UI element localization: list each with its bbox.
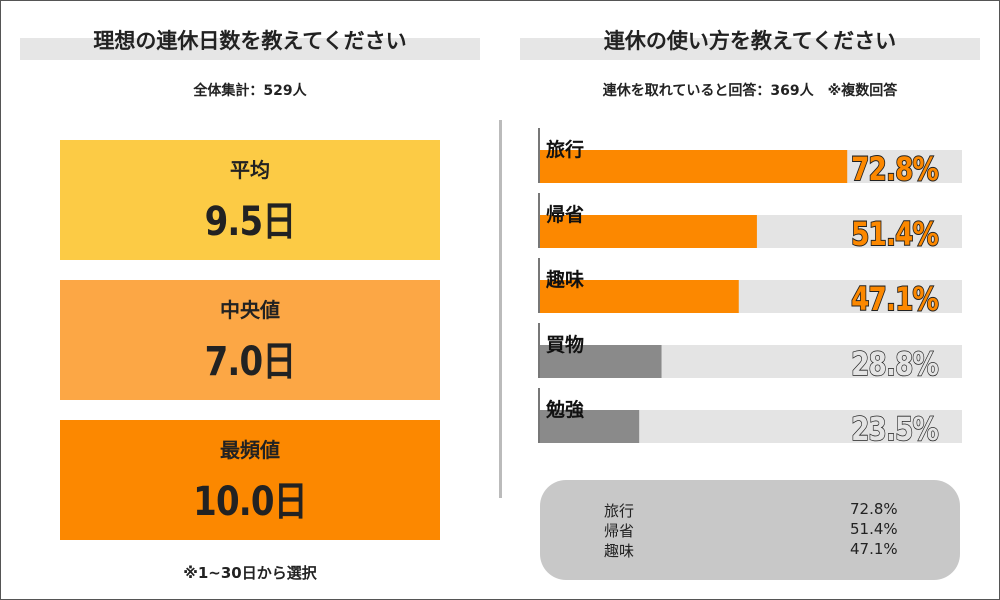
stat-value-mean: 9.5日 — [204, 199, 297, 245]
stat-box-median: 中央値 7.0日 — [60, 280, 440, 400]
bar-category-label-2: 趣味 — [545, 268, 584, 291]
bar-value-label-1: 51.4% — [851, 215, 938, 252]
bar-value-label-3: 28.8% — [851, 345, 938, 382]
bar-axis-tick-3 — [538, 323, 540, 378]
bar-1 — [540, 215, 757, 248]
bar-axis-tick-1 — [538, 193, 540, 248]
stat-value-median: 7.0日 — [204, 339, 297, 385]
right-panel-subtitle: 連休を取れていると回答：369人 ※複数回答 — [602, 83, 898, 99]
bar-value-label-0: 72.8% — [851, 150, 938, 187]
stat-label-median: 中央値 — [220, 298, 280, 322]
stat-box-mean: 平均 9.5日 — [60, 140, 440, 260]
bar-category-label-3: 買物 — [546, 333, 584, 356]
panel-divider — [499, 120, 502, 498]
legend-value-travel: 72.8% — [850, 500, 898, 518]
left-panel-total: 全体集計：529人 — [193, 83, 307, 99]
summary-legend-box: 旅行 72.8% 帰省 51.4% 趣味 47.1% — [540, 480, 960, 580]
stat-label-mode: 最頻値 — [220, 438, 280, 462]
left-panel-title-bar: 理想の連休日数を教えてください — [20, 30, 480, 60]
bar-category-label-4: 勉強 — [545, 398, 584, 421]
stat-label-mean: 平均 — [230, 158, 270, 182]
bar-value-label-2: 47.1% — [851, 280, 938, 317]
right-panel-title-bar: 連休の使い方を教えてください — [520, 30, 980, 60]
bar-4 — [540, 410, 640, 443]
bar-value-label-4: 23.5% — [851, 410, 938, 447]
bar-3 — [540, 345, 662, 378]
bar-category-label-0: 旅行 — [546, 138, 584, 161]
bar-axis-tick-0 — [538, 128, 540, 183]
bar-axis-tick-2 — [538, 258, 540, 313]
legend-value-homecoming: 51.4% — [850, 520, 898, 538]
bar-axis-tick-4 — [538, 388, 540, 443]
left-panel-title: 理想の連休日数を教えてください — [93, 29, 407, 53]
usage-bar-chart: 旅行 72.8% 帰省 51.4% 趣味 47.1% 買物 28.8% 勉強 23.5% — [538, 128, 962, 448]
legend-label-travel: 旅行 — [604, 502, 635, 520]
bar-2 — [540, 280, 739, 313]
bar-0 — [540, 150, 848, 183]
bar-category-label-1: 帰省 — [546, 204, 584, 226]
legend-label-hobby: 趣味 — [604, 542, 635, 560]
legend-label-homecoming: 帰省 — [604, 522, 635, 540]
range-footnote: ※1~30日から選択 — [183, 564, 317, 582]
legend-value-hobby: 47.1% — [850, 540, 898, 558]
stat-box-mode: 最頻値 10.0日 — [60, 420, 440, 540]
right-panel-title: 連休の使い方を教えてください — [603, 29, 897, 53]
stat-value-mode: 10.0日 — [193, 479, 307, 525]
